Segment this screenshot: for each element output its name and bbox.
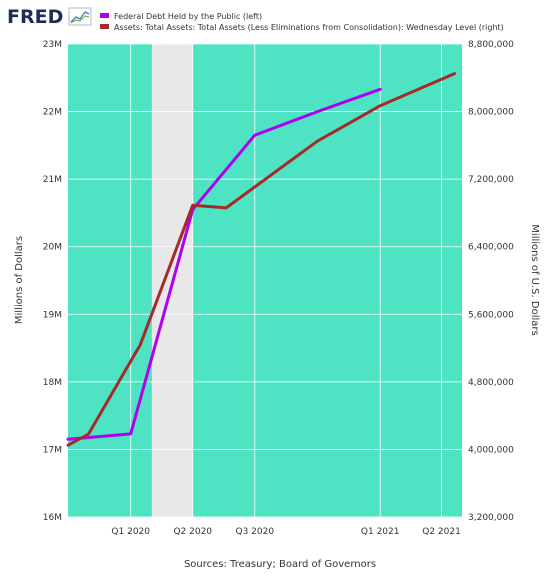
right-tick-label: 6,400,000: [468, 243, 514, 253]
right-tick-label: 8,000,000: [468, 108, 514, 118]
right-tick-label: 5,600,000: [468, 310, 514, 320]
left-axis-title: Millions of Dollars: [14, 236, 25, 324]
x-tick-label: Q1 2020: [111, 527, 150, 537]
fred-logo-text: FRED: [7, 6, 63, 28]
gridlines: [68, 43, 462, 518]
plot-area: [68, 44, 462, 517]
series-lines: [66, 72, 456, 447]
left-tick-label: 22M: [43, 108, 62, 118]
legend-swatch-series-2: [100, 24, 109, 29]
left-tick-label: 16M: [43, 513, 62, 523]
right-tick-label: 4,800,000: [468, 378, 514, 388]
legend-label-series-1: Federal Debt Held by the Public (left): [114, 12, 262, 21]
right-axis-title: Millions of U.S. Dollars: [529, 224, 540, 335]
right-tick-label: 3,200,000: [468, 513, 514, 523]
left-tick-label: 21M: [43, 175, 62, 185]
legend-label-series-2: Assets: Total Assets: Total Assets (Less…: [114, 23, 504, 32]
legend: Federal Debt Held by the Public (left) A…: [100, 12, 504, 32]
left-tick-label: 19M: [43, 310, 62, 320]
line-chart-icon: [68, 7, 92, 26]
left-tick-label: 20M: [43, 243, 62, 253]
left-axis-ticks: 16M 17M 18M 19M 20M 21M 22M 23M: [43, 40, 62, 523]
left-tick-label: 23M: [43, 40, 62, 50]
source-note: Sources: Treasury; Board of Governors: [184, 559, 376, 570]
series-line-2: [66, 72, 456, 447]
series-line-1: [66, 87, 382, 441]
legend-item-series-1[interactable]: Federal Debt Held by the Public (left): [100, 12, 262, 21]
left-tick-label: 17M: [43, 445, 62, 455]
x-tick-label: Q2 2020: [173, 527, 212, 537]
x-tick-label: Q3 2020: [235, 527, 274, 537]
right-axis-ticks: 3,200,000 4,000,000 4,800,000 5,600,000 6,40…: [468, 40, 514, 523]
fred-logo[interactable]: FRED: [7, 6, 92, 28]
x-axis-ticks: Q1 2020 Q2 2020 Q3 2020 Q1 2021 Q2 2021: [111, 527, 460, 537]
x-tick-label: Q1 2021: [361, 527, 400, 537]
left-tick-label: 18M: [43, 378, 62, 388]
right-tick-label: 4,000,000: [468, 445, 514, 455]
legend-item-series-2[interactable]: Assets: Total Assets: Total Assets (Less…: [100, 23, 504, 32]
legend-swatch-series-1: [100, 13, 109, 18]
right-tick-label: 7,200,000: [468, 175, 514, 185]
right-tick-label: 8,800,000: [468, 40, 514, 50]
x-tick-label: Q2 2021: [422, 527, 461, 537]
